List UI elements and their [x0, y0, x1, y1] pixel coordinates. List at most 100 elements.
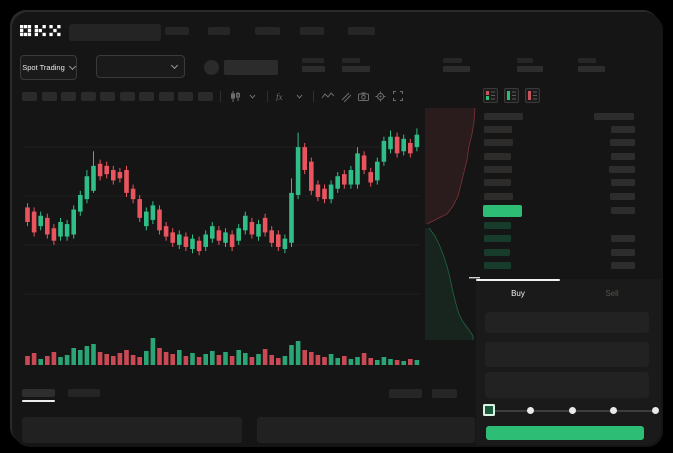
bid-amount-placeholder[interactable] — [611, 248, 635, 256]
tab-sell[interactable]: Sell — [605, 289, 619, 298]
chevron-down-icon — [170, 61, 179, 70]
ask-price-placeholder[interactable] — [484, 192, 513, 200]
ask-price-placeholder[interactable] — [484, 179, 511, 187]
search-bar-placeholder[interactable] — [69, 24, 161, 41]
fx-indicators-icon[interactable]: fx — [275, 90, 288, 102]
market-stat — [302, 58, 325, 72]
slider-stop[interactable] — [568, 407, 576, 414]
stat-label-placeholder — [443, 58, 462, 63]
slider-stop[interactable] — [527, 407, 534, 414]
stat-value-placeholder — [302, 66, 325, 72]
tab-buy[interactable]: Buy — [511, 289, 525, 298]
stat-label-placeholder — [302, 58, 324, 63]
ask-amount-placeholder[interactable] — [611, 152, 635, 160]
ask-amount-placeholder[interactable] — [611, 126, 635, 133]
okx-logo[interactable] — [20, 25, 61, 39]
orderbook-header-placeholder — [594, 113, 634, 120]
timeframe-button[interactable] — [41, 91, 57, 101]
active-tab-indicator — [476, 279, 560, 281]
toolbar-divider — [266, 90, 268, 102]
fullscreen-icon[interactable] — [392, 90, 405, 102]
ask-price-placeholder[interactable] — [484, 126, 512, 133]
active-tab-underline — [22, 400, 55, 402]
order-input-placeholder[interactable] — [485, 372, 649, 398]
bottom-tab-placeholder[interactable] — [68, 389, 100, 397]
spread-amount-placeholder — [611, 207, 635, 214]
slider-stop[interactable] — [651, 407, 659, 414]
line-chart-icon[interactable] — [322, 90, 335, 102]
camera-icon[interactable] — [357, 90, 370, 102]
depth-chart[interactable] — [425, 108, 480, 340]
trading-app-window: Spot Trading fx Buy Sell — [12, 12, 661, 445]
stat-value-placeholder — [578, 66, 605, 72]
bid-price-placeholder[interactable] — [484, 235, 511, 243]
ask-price-placeholder[interactable] — [484, 139, 513, 147]
stat-value-placeholder — [342, 66, 370, 72]
stat-label-placeholder — [578, 58, 596, 63]
timeframe-button[interactable] — [139, 91, 154, 101]
nav-item-placeholder[interactable] — [300, 27, 324, 35]
ask-amount-placeholder[interactable] — [610, 192, 635, 200]
order-input-placeholder[interactable] — [485, 312, 649, 333]
timeframe-button[interactable] — [61, 91, 76, 101]
ask-price-placeholder[interactable] — [484, 152, 511, 160]
slider-stop[interactable] — [610, 407, 617, 414]
pair-coin-icon — [204, 60, 219, 75]
book-asks-icon[interactable] — [525, 88, 540, 103]
timeframe-button[interactable] — [178, 91, 193, 101]
chevron-down-icon[interactable] — [293, 90, 306, 102]
market-type-selector[interactable]: Spot Trading — [20, 55, 77, 80]
book-bids-icon[interactable] — [504, 88, 519, 103]
timeframe-button[interactable] — [100, 91, 115, 101]
nav-item-placeholder[interactable] — [208, 27, 230, 35]
nav-item-placeholder[interactable] — [255, 27, 280, 35]
bottom-content-placeholder — [22, 417, 242, 443]
ask-amount-placeholder[interactable] — [611, 179, 635, 187]
stat-label-placeholder — [517, 58, 533, 63]
timeframe-button[interactable] — [22, 91, 37, 101]
stat-label-placeholder — [342, 58, 360, 63]
order-input-placeholder[interactable] — [485, 342, 649, 367]
book-both-icon[interactable] — [483, 88, 498, 103]
bottom-action-placeholder[interactable] — [432, 389, 457, 398]
stat-value-placeholder — [517, 66, 543, 72]
svg-text:fx: fx — [276, 92, 283, 101]
ask-price-placeholder[interactable] — [484, 165, 512, 173]
market-stat — [443, 58, 470, 72]
bid-price-placeholder[interactable] — [484, 248, 510, 256]
market-stat — [517, 58, 543, 72]
buy-submit-button[interactable] — [486, 426, 644, 440]
bottom-tab-placeholder[interactable] — [22, 389, 55, 397]
candlestick-chart[interactable] — [24, 112, 420, 368]
ask-amount-placeholder[interactable] — [609, 165, 635, 173]
chevron-down-icon — [68, 62, 76, 71]
timeframe-button[interactable] — [197, 91, 213, 101]
pair-selector[interactable] — [96, 55, 185, 78]
market-stat — [578, 58, 605, 72]
bid-amount-placeholder[interactable] — [611, 261, 635, 269]
timeframe-button[interactable] — [119, 91, 135, 101]
last-price-badge[interactable] — [483, 205, 522, 217]
trade-panel: Buy Sell — [476, 279, 661, 445]
bottom-content-placeholder — [257, 417, 475, 443]
ask-amount-placeholder[interactable] — [610, 139, 635, 147]
timeframe-button[interactable] — [80, 91, 96, 101]
market-stat — [342, 58, 370, 72]
bid-price-placeholder[interactable] — [484, 222, 511, 229]
chart-toolbar: fx — [22, 90, 405, 102]
orderbook-header-placeholder — [484, 113, 523, 120]
market-type-label: Spot Trading — [22, 63, 65, 72]
slider-handle[interactable] — [483, 404, 495, 416]
bottom-action-placeholder[interactable] — [389, 389, 422, 398]
nav-item-placeholder[interactable] — [165, 27, 189, 35]
stat-value-placeholder — [443, 66, 470, 72]
bid-price-placeholder[interactable] — [484, 261, 511, 269]
ruler-icon[interactable] — [339, 90, 352, 102]
chevron-down-icon[interactable] — [246, 90, 259, 102]
toolbar-divider — [220, 90, 221, 102]
bid-amount-placeholder[interactable] — [611, 235, 635, 243]
nav-item-placeholder[interactable] — [348, 27, 375, 35]
candle-style-icon[interactable] — [229, 90, 242, 102]
timeframe-button[interactable] — [158, 91, 174, 101]
settings-gear-icon[interactable] — [374, 90, 387, 102]
